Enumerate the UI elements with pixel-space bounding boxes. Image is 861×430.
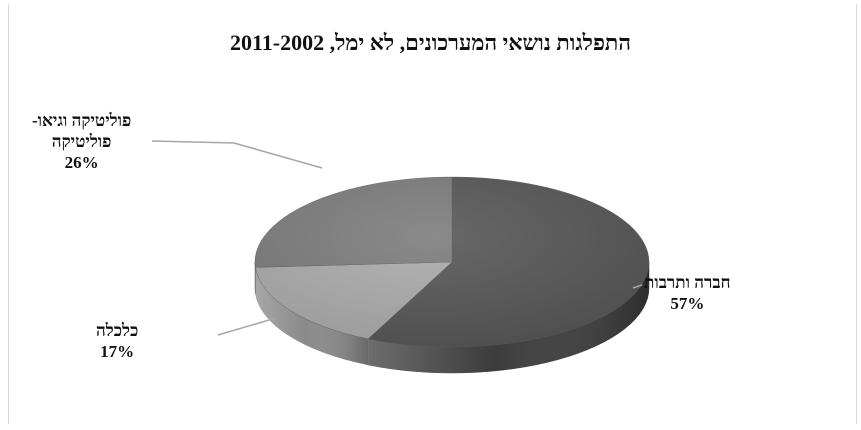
slice-economy-side-shade bbox=[255, 267, 369, 365]
leader-line-society bbox=[632, 284, 643, 289]
slice-label-politics: פוליטיקה וגיאו- פוליטיקה 26% bbox=[32, 111, 132, 172]
leader-line-politics bbox=[151, 140, 323, 169]
leader-line-economy bbox=[217, 317, 277, 336]
slice-label-economy: כלכלה 17% bbox=[96, 321, 139, 361]
pie-top-shading bbox=[255, 177, 649, 347]
chart-title: התפלגות נושאי המערכונים, לא ימל, 2011-20… bbox=[229, 30, 632, 55]
slice-label-society: חברה ותרבות 57% bbox=[644, 273, 731, 313]
slice-society-side-shade bbox=[368, 262, 649, 374]
chart-frame bbox=[8, 4, 857, 424]
